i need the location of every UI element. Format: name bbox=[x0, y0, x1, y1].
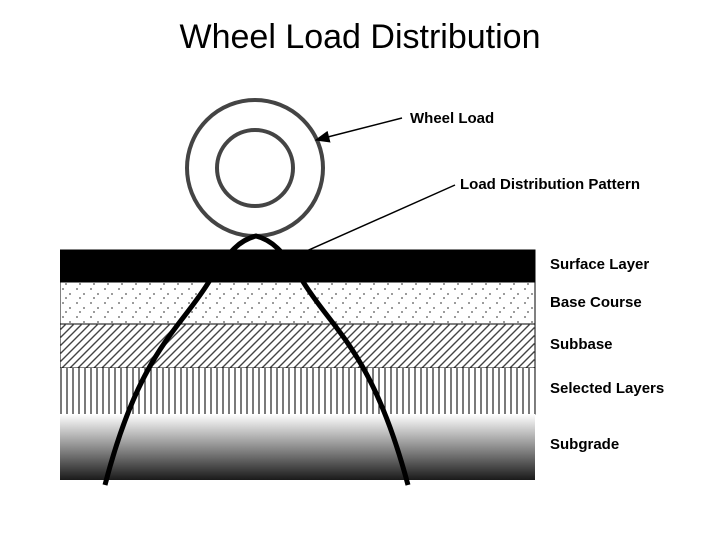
layers-group bbox=[60, 250, 535, 480]
surface-layer-label: Surface Layer bbox=[550, 256, 649, 273]
page-title: Wheel Load Distribution bbox=[0, 18, 720, 57]
subgrade-label: Subgrade bbox=[550, 436, 619, 453]
selected-layers-label: Selected Layers bbox=[550, 380, 664, 397]
base-course-label: Base Course bbox=[550, 294, 642, 311]
diagram-area: Wheel Load Load Distribution Pattern Sur… bbox=[60, 90, 680, 520]
subbase-label: Subbase bbox=[550, 336, 613, 353]
load-pattern-label: Load Distribution Pattern bbox=[460, 176, 640, 193]
wheel-icon bbox=[187, 100, 323, 236]
wheel-load-label: Wheel Load bbox=[410, 110, 494, 127]
